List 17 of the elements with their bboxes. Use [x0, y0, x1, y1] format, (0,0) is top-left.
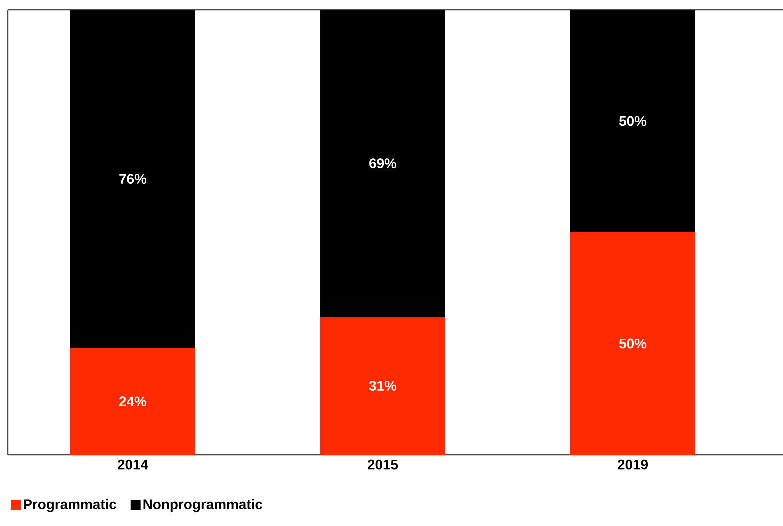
bar: [570, 232, 696, 455]
legend-label: Nonprogrammatic: [144, 499, 263, 512]
bar: [320, 10, 446, 318]
bar: [70, 10, 196, 348]
data-label: 50%: [619, 116, 647, 126]
data-label: 24%: [120, 396, 147, 407]
bar: [320, 317, 446, 455]
x-tick-label: 2014: [118, 460, 148, 470]
bar: [570, 10, 696, 232]
data-label: 69%: [370, 158, 397, 168]
x-tick-label: 2019: [618, 460, 648, 470]
legend-label: Programmatic: [24, 499, 117, 512]
data-label: 76%: [120, 174, 147, 184]
data-label: 50%: [619, 338, 647, 349]
bar: [70, 348, 196, 455]
x-tick-label: 2015: [368, 460, 398, 470]
data-label: 31%: [369, 381, 397, 391]
